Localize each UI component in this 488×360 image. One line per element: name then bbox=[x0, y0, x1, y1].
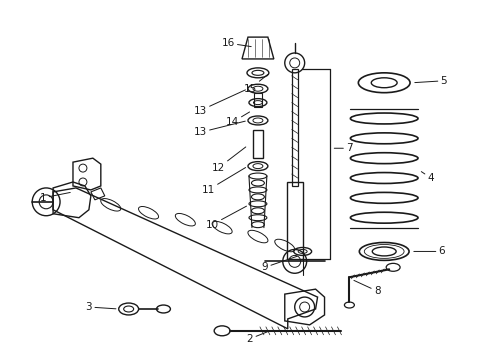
Bar bbox=[253, 93, 262, 107]
Text: 10: 10 bbox=[205, 206, 246, 230]
Text: 4: 4 bbox=[421, 172, 433, 183]
Text: 7: 7 bbox=[334, 143, 352, 153]
Text: 15: 15 bbox=[243, 75, 267, 94]
Text: 11: 11 bbox=[201, 167, 245, 195]
Bar bbox=[252, 130, 263, 158]
Text: 13: 13 bbox=[193, 90, 245, 116]
Text: 2: 2 bbox=[246, 332, 267, 344]
Bar bbox=[286, 182, 302, 260]
Text: 8: 8 bbox=[353, 280, 380, 296]
Text: 6: 6 bbox=[413, 247, 444, 256]
Text: 3: 3 bbox=[85, 302, 116, 312]
Text: 13: 13 bbox=[193, 121, 245, 138]
Text: 1: 1 bbox=[40, 193, 70, 203]
Text: 16: 16 bbox=[221, 38, 251, 48]
Text: 5: 5 bbox=[414, 76, 446, 86]
Text: 12: 12 bbox=[211, 147, 245, 173]
Text: 14: 14 bbox=[225, 112, 249, 127]
Bar bbox=[291, 69, 297, 186]
Text: 9: 9 bbox=[261, 256, 296, 272]
